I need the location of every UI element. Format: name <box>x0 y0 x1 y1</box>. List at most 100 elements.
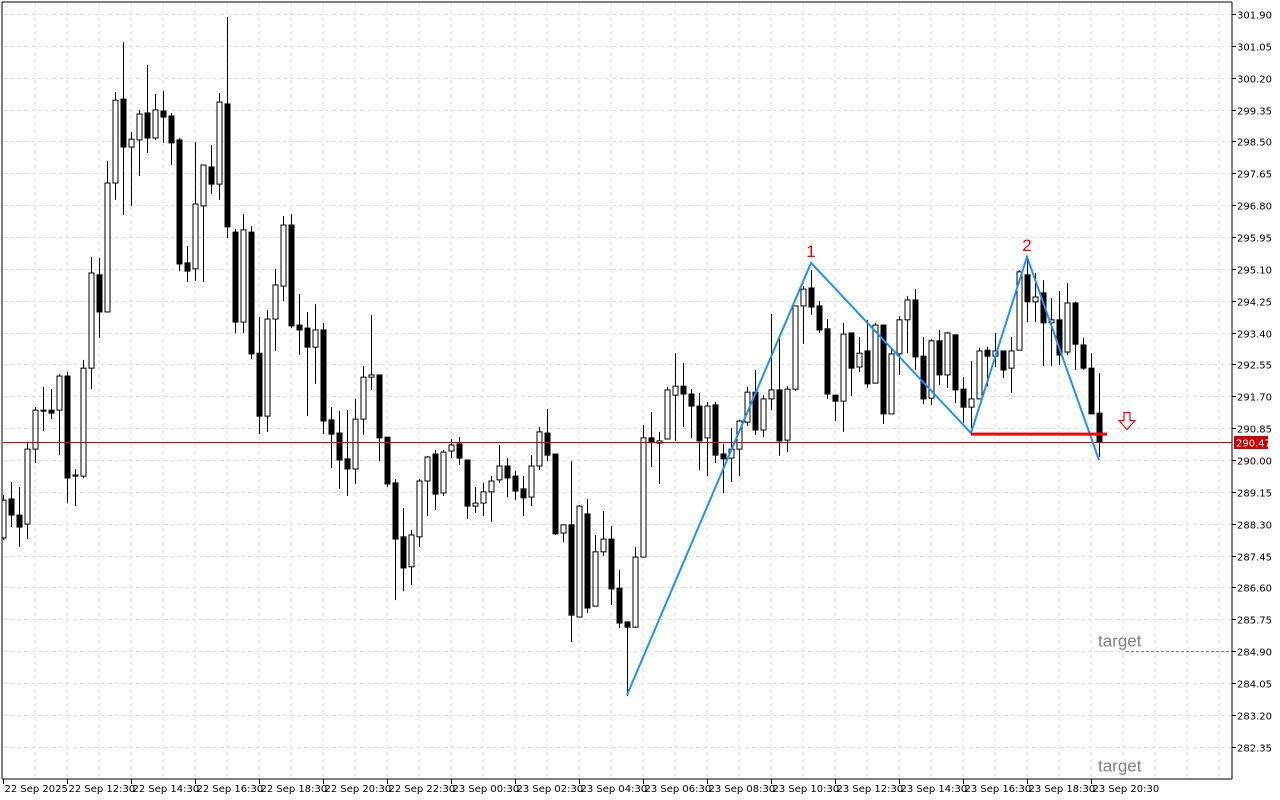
candle-body-bull <box>360 376 367 420</box>
time-tick-label: 22 Sep 12:30 <box>69 784 136 795</box>
candle-body-bear <box>808 287 815 308</box>
candle-body-bull <box>128 138 135 148</box>
candle <box>320 322 327 435</box>
candle <box>336 410 343 489</box>
candle <box>440 449 447 496</box>
candle <box>584 498 591 613</box>
grid <box>3 3 1231 778</box>
candle <box>768 313 775 411</box>
price-axis[interactable]: 301.90 301.05 300.20 299.35 298.50 297.65 296.… <box>1232 11 1272 755</box>
candle <box>360 365 367 435</box>
candle <box>296 293 303 356</box>
candle <box>248 226 255 360</box>
candle <box>784 386 791 453</box>
candle <box>1056 290 1063 366</box>
candle <box>904 295 911 354</box>
candle-body-bull <box>872 324 879 384</box>
candle-body-bull <box>112 99 119 184</box>
candle <box>64 371 71 504</box>
candle-body-bull <box>1008 350 1015 369</box>
candle-body-bear <box>320 329 327 422</box>
candle-body-bull <box>576 505 583 618</box>
candle-body-bull <box>40 409 47 412</box>
candle <box>576 504 583 618</box>
candle <box>72 468 79 507</box>
candle <box>848 332 855 396</box>
target-label-2: target <box>1098 757 1142 776</box>
sell-arrow-icon <box>1117 411 1137 431</box>
candle-body-bear <box>48 409 55 414</box>
candle-body-bull <box>760 398 767 431</box>
candle-body-bear <box>920 355 927 400</box>
candle <box>896 316 903 375</box>
candle <box>272 268 279 351</box>
candle <box>32 407 39 463</box>
candle-body-bull <box>240 229 247 323</box>
candle-body-bear <box>712 404 719 456</box>
candle <box>560 524 567 543</box>
candle <box>488 476 495 522</box>
time-tick-label: 22 Sep 2025 <box>5 784 68 795</box>
candle <box>408 530 415 586</box>
candle-body-bear <box>1000 350 1007 371</box>
candle-body-bear <box>232 231 239 323</box>
candle-body-bear <box>208 166 215 185</box>
candle-body-bear <box>848 332 855 369</box>
time-tick-label: 23 Sep 14:30 <box>901 784 968 795</box>
candle-body-bear <box>16 514 23 528</box>
candle-body-bear <box>64 375 71 479</box>
candle <box>96 257 103 338</box>
candle-body-bull <box>352 418 359 470</box>
candle <box>640 425 647 558</box>
candle <box>48 389 55 420</box>
price-tick-label: 295.95 <box>1237 234 1272 245</box>
price-tick-label: 290.00 <box>1237 457 1272 468</box>
candle <box>608 525 615 606</box>
candle-body-bull <box>368 374 375 378</box>
candle-body-bear <box>1072 302 1079 345</box>
time-tick-label: 22 Sep 14:30 <box>133 784 200 795</box>
time-tick-label: 23 Sep 10:30 <box>773 784 840 795</box>
candle-body-bear <box>696 405 703 442</box>
candle <box>240 214 247 333</box>
peak-label-1: 1 <box>806 242 815 261</box>
candle <box>808 269 815 315</box>
candle <box>1024 259 1031 323</box>
candle-body-bear <box>1024 274 1031 303</box>
candle-body-bear <box>296 324 303 331</box>
candle-body-bull <box>1032 296 1039 303</box>
candle-body-bull <box>104 182 111 313</box>
candle-body-bear <box>816 305 823 331</box>
time-tick-label: 23 Sep 18:30 <box>1029 784 1096 795</box>
candle-body-bull <box>416 480 423 538</box>
time-tick-label: 22 Sep 16:30 <box>197 784 264 795</box>
candle-body-bear <box>8 498 15 516</box>
price-tick-label: 294.25 <box>1237 298 1272 309</box>
candle-body-bull <box>24 448 31 525</box>
time-tick-label: 23 Sep 16:30 <box>965 784 1032 795</box>
candles <box>2 16 1103 697</box>
candle-body-bear <box>256 352 263 417</box>
candle <box>832 394 839 422</box>
price-tick-label: 293.40 <box>1237 330 1272 341</box>
candle <box>352 398 359 484</box>
candle-body-bull <box>592 551 599 607</box>
candle <box>760 395 767 438</box>
price-tick-label: 299.35 <box>1237 107 1272 118</box>
candle <box>504 458 511 498</box>
time-tick-label: 23 Sep 04:30 <box>581 784 648 795</box>
price-tick-label: 287.45 <box>1237 553 1272 564</box>
candle-body-bull <box>216 101 223 185</box>
candle-body-bear <box>824 328 831 395</box>
candle <box>840 322 847 432</box>
candle <box>304 311 311 417</box>
candle <box>112 91 119 200</box>
candle <box>376 374 383 462</box>
candle <box>384 436 391 487</box>
candle-body-bear <box>168 115 175 144</box>
candle-body-bear <box>336 432 343 461</box>
price-tick-label: 292.55 <box>1237 361 1272 372</box>
candle-body-bear <box>512 475 519 492</box>
